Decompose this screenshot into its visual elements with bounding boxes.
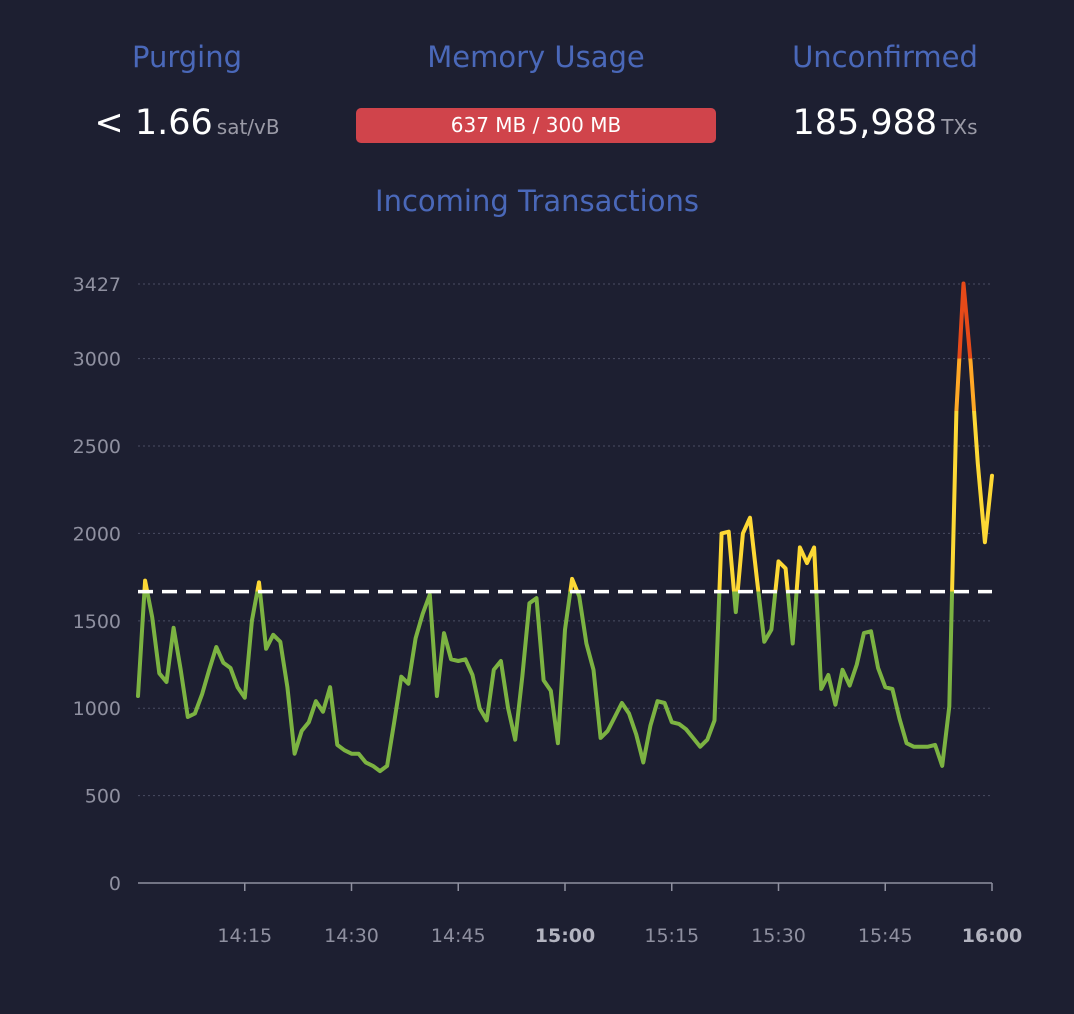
y-tick-label: 2500 bbox=[73, 436, 121, 458]
x-tick-label: 16:00 bbox=[962, 925, 1022, 947]
series-line-incoming-transactions bbox=[136, 281, 994, 774]
y-tick-label: 0 bbox=[109, 873, 121, 895]
x-tick-label: 15:45 bbox=[858, 925, 913, 947]
unconfirmed-value: 185,988 TXs bbox=[735, 100, 1035, 150]
chart-title: Incoming Transactions bbox=[375, 184, 699, 218]
purging-unit: sat/vB bbox=[216, 115, 280, 139]
x-tick-label: 15:30 bbox=[751, 925, 806, 947]
y-tick-label: 500 bbox=[85, 786, 121, 808]
y-tick-label: 3000 bbox=[73, 349, 121, 371]
unconfirmed-unit: TXs bbox=[941, 115, 978, 139]
memory-usage-bar: 637 MB / 300 MB bbox=[356, 108, 716, 143]
x-tick-label: 15:00 bbox=[535, 925, 595, 947]
y-tick-label: 1000 bbox=[73, 698, 121, 720]
purging-title: Purging bbox=[131, 40, 243, 74]
x-tick-label: 14:45 bbox=[431, 925, 486, 947]
purging-fee: < 1.66 bbox=[94, 103, 213, 143]
y-tick-label: 3427 bbox=[73, 274, 121, 296]
memory-usage-fill bbox=[356, 108, 716, 143]
unconfirmed-count: 185,988 bbox=[792, 103, 938, 143]
y-tick-label: 1500 bbox=[73, 611, 121, 633]
unconfirmed-title: Unconfirmed bbox=[792, 40, 978, 74]
y-tick-label: 2000 bbox=[73, 523, 121, 545]
x-tick-label: 14:30 bbox=[324, 925, 379, 947]
x-tick-label: 15:15 bbox=[644, 925, 699, 947]
purging-value: < 1.66 sat/vB bbox=[37, 100, 337, 150]
memory-usage-title: Memory Usage bbox=[427, 40, 645, 74]
x-tick-label: 14:15 bbox=[217, 925, 272, 947]
memory-usage-label: 637 MB / 300 MB bbox=[450, 113, 622, 137]
